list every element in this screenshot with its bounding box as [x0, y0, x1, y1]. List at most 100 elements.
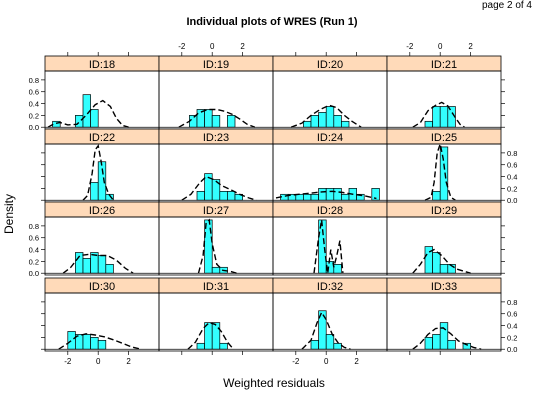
y-tick-label: 0.8	[507, 149, 517, 158]
panel-grid: ID:18 0.0 0.2 0.4 0.6 0.8 ID:19 -2 0 2 ID:20 ID:21 -…	[29, 42, 518, 366]
density-curve	[424, 141, 456, 201]
y-tick-label: 0.4	[507, 322, 517, 331]
histogram-bar	[424, 120, 433, 128]
panel-id-31: ID:31	[158, 277, 274, 355]
panel-frame	[158, 216, 274, 276]
panel-id-28: ID:28	[272, 201, 388, 276]
histogram-bar	[196, 342, 205, 350]
histogram-bar	[325, 188, 335, 201]
panel-id-20: ID:20	[272, 52, 388, 130]
panel-strip-label: ID:31	[203, 281, 229, 293]
density-curve	[412, 248, 471, 274]
x-tick-label: -2	[292, 357, 300, 366]
panel-id-25: ID:25 0.0 0.2 0.4 0.6 0.8	[386, 128, 517, 205]
panel-frame	[386, 292, 502, 352]
panel-frame	[44, 70, 160, 130]
y-axis-label: Density	[2, 194, 16, 234]
panel-strip-label: ID:18	[89, 59, 115, 71]
y-tick-label: 0.0	[507, 196, 517, 205]
histogram-bar	[105, 263, 114, 274]
histogram-bar	[432, 190, 441, 201]
y-tick-label: 0.0	[29, 123, 39, 132]
histogram-bar	[333, 188, 342, 201]
x-tick-label: 0	[438, 42, 443, 51]
y-tick-label: 0.2	[507, 184, 517, 193]
density-curve	[275, 190, 377, 200]
panel-id-19: ID:19 -2 0 2	[158, 42, 274, 130]
histogram-bar	[75, 115, 84, 128]
histogram-bar	[318, 188, 327, 201]
histogram-bar	[341, 120, 350, 128]
histogram-bar	[333, 342, 342, 350]
panel-frame	[386, 216, 502, 276]
x-tick-label: 2	[240, 42, 245, 51]
panel-strip-label: ID:32	[317, 281, 343, 293]
histogram-bar	[97, 255, 107, 274]
histogram-bar	[196, 190, 205, 201]
panel-id-30: ID:30 -2 0 2	[41, 277, 160, 366]
histogram-bar	[204, 109, 213, 128]
histogram-bar	[432, 252, 441, 274]
panel-strip-label: ID:20	[317, 59, 343, 71]
y-tick-label: 0.6	[507, 161, 517, 170]
histogram-bar	[227, 115, 236, 128]
histogram-bar	[439, 263, 449, 274]
x-tick-label: 0	[96, 357, 101, 366]
histogram-bar	[310, 339, 319, 350]
histogram-bar	[439, 106, 449, 128]
histogram-bar	[318, 112, 327, 128]
panel-strip-label: ID:22	[89, 132, 115, 144]
density-curve	[47, 99, 129, 128]
histogram-bar	[325, 334, 335, 350]
histogram-bar	[189, 115, 198, 128]
histogram-bar	[90, 109, 99, 128]
y-tick-label: 0.4	[507, 173, 517, 182]
page-indicator: page 2 of 4	[481, 0, 532, 11]
panel-id-29: ID:29	[386, 201, 505, 276]
y-tick-label: 0.8	[29, 222, 39, 231]
histogram-bar	[439, 146, 449, 201]
panel-strip-label: ID:24	[317, 132, 343, 144]
histogram-bar	[303, 193, 312, 201]
panel-strip-label: ID:28	[317, 205, 343, 217]
x-tick-label: 2	[126, 357, 131, 366]
y-tick-label: 0.2	[29, 257, 39, 266]
panel-id-18: ID:18 0.0 0.2 0.4 0.6 0.8	[29, 52, 160, 132]
y-tick-label: 0.2	[507, 333, 517, 342]
panel-id-26: ID:26 0.0 0.2 0.4 0.6 0.8	[29, 201, 160, 278]
x-tick-label: -2	[406, 42, 414, 51]
x-tick-label: 0	[324, 357, 329, 366]
x-tick-label: -2	[64, 357, 72, 366]
histogram-bar	[303, 120, 312, 128]
y-tick-label: 0.4	[29, 246, 39, 255]
histogram-bar	[97, 339, 107, 350]
density-curve	[62, 253, 134, 274]
panel-strip-label: ID:30	[89, 281, 115, 293]
histogram-bar	[333, 115, 342, 128]
x-tick-label: 0	[210, 42, 215, 51]
panel-id-21: ID:21 -2 0 2	[386, 42, 505, 130]
panel-id-23: ID:23	[158, 128, 274, 203]
density-curve	[197, 218, 237, 274]
y-tick-label: 0.4	[29, 100, 39, 109]
histogram-bar	[325, 106, 335, 128]
histogram-bar	[424, 337, 433, 350]
histogram-bar	[211, 266, 221, 274]
histogram-bar	[82, 334, 91, 350]
y-tick-label: 0.6	[29, 88, 39, 97]
y-tick-label: 0.6	[29, 234, 39, 243]
panel-strip-label: ID:23	[203, 132, 229, 144]
histogram-bar	[227, 190, 236, 201]
y-tick-label: 0.0	[29, 269, 39, 278]
histogram-bar	[211, 115, 221, 128]
panel-strip-label: ID:19	[203, 59, 229, 71]
panel-strip-label: ID:26	[89, 205, 115, 217]
histogram-bar	[447, 339, 456, 350]
panel-id-22: ID:22	[41, 128, 160, 203]
y-tick-label: 0.8	[29, 76, 39, 85]
density-curve	[178, 108, 256, 128]
histogram-bar	[90, 337, 99, 350]
density-curve	[187, 321, 235, 350]
histogram-bar	[196, 109, 205, 128]
